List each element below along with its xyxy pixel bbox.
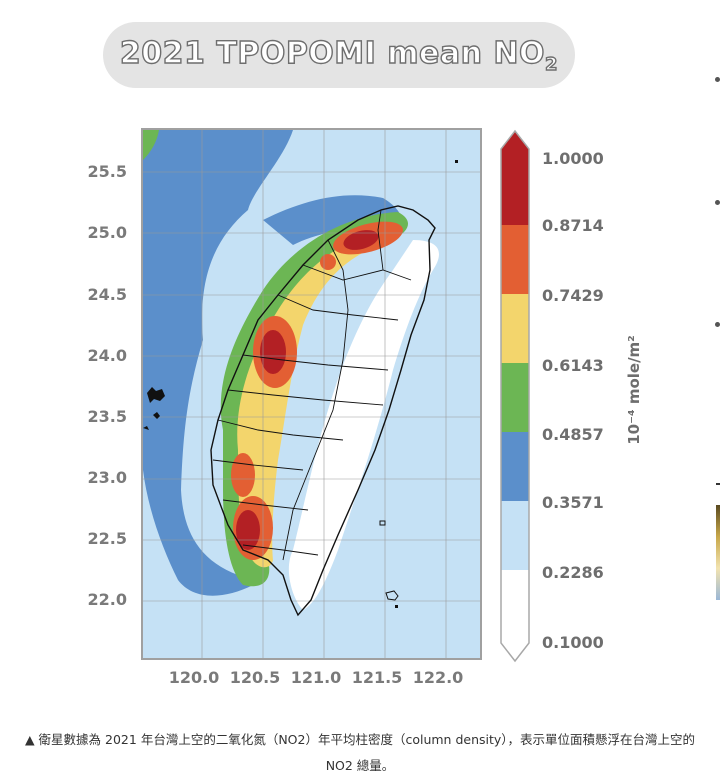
lat-tick-25-5: 25.5 bbox=[87, 162, 127, 181]
green-corner bbox=[143, 130, 159, 160]
lon-tick-122-0: 122.0 bbox=[412, 668, 464, 687]
cropped-edge-mark bbox=[716, 483, 720, 485]
colorbar-tick-0-4857: 0.4857 bbox=[542, 425, 604, 444]
cropped-edge-image bbox=[716, 505, 720, 600]
green-island bbox=[379, 520, 386, 526]
bullet-dot bbox=[715, 322, 720, 327]
lat-tick-24-5: 24.5 bbox=[87, 285, 127, 304]
lon-tick-120-0: 120.0 bbox=[168, 668, 220, 687]
colorbar-segment-3 bbox=[501, 432, 529, 502]
colorbar-segment-1 bbox=[501, 570, 529, 661]
caption-line-1: ▲ 衛星數據為 2021 年台灣上空的二氧化氮（NO2）年平均柱密度（colum… bbox=[24, 732, 696, 747]
lat-tick-25-0: 25.0 bbox=[87, 223, 127, 242]
penghu-islands bbox=[143, 387, 165, 430]
lat-tick-22-0: 22.0 bbox=[87, 590, 127, 609]
red-taipei bbox=[343, 230, 379, 250]
lon-tick-121-5: 121.5 bbox=[351, 668, 403, 687]
colorbar-tick-0-8714: 0.8714 bbox=[542, 216, 604, 235]
colorbar-segment-4 bbox=[501, 363, 529, 433]
lat-tick-23-5: 23.5 bbox=[87, 407, 127, 426]
no2-map-canvas bbox=[143, 130, 480, 658]
map-title: 2021 TPOPOMI mean NO2 bbox=[119, 35, 559, 75]
orange-chiayi bbox=[231, 453, 255, 497]
colorbar-tick-0-6143: 0.6143 bbox=[542, 356, 604, 375]
small-islet-north bbox=[455, 160, 458, 163]
county-boundaries bbox=[212, 209, 412, 561]
no2-map bbox=[141, 128, 482, 660]
colorbar-segment-8 bbox=[501, 131, 529, 227]
colorbar bbox=[500, 129, 530, 663]
yellow-band bbox=[237, 228, 396, 568]
orange-hsinchu bbox=[320, 254, 336, 270]
colorbar-tick-0-7429: 0.7429 bbox=[542, 286, 604, 305]
colorbar-segment-5 bbox=[501, 294, 529, 364]
colorbar-tick-1-0000: 1.0000 bbox=[542, 149, 604, 168]
colorbar-segment-2 bbox=[501, 501, 529, 571]
bullet-dot bbox=[715, 200, 720, 205]
eastern-low-area bbox=[288, 240, 439, 610]
small-islet-south bbox=[395, 605, 398, 608]
taiwan-coastline bbox=[210, 205, 436, 617]
colorbar-tick-0-1000: 0.1000 bbox=[542, 633, 604, 652]
bullet-dot bbox=[715, 77, 720, 82]
lat-tick-24-0: 24.0 bbox=[87, 346, 127, 365]
lat-tick-23-0: 23.0 bbox=[87, 468, 127, 487]
caption-line-2: NO2 總量。 bbox=[325, 758, 395, 773]
lon-tick-121-0: 121.0 bbox=[290, 668, 342, 687]
orchid-island bbox=[385, 590, 399, 601]
colorbar-tick-0-3571: 0.3571 bbox=[542, 493, 604, 512]
graticule bbox=[143, 130, 480, 658]
lon-tick-120-5: 120.5 bbox=[229, 668, 281, 687]
title-banner: 2021 TPOPOMI mean NO2 bbox=[103, 22, 575, 88]
red-taichung bbox=[260, 330, 286, 374]
colorbar-segment-6 bbox=[501, 225, 529, 295]
lat-tick-22-5: 22.5 bbox=[87, 529, 127, 548]
colorbar-unit: 10⁻⁴ mole/m² bbox=[625, 335, 643, 445]
northeast-band bbox=[263, 195, 402, 245]
green-band bbox=[220, 212, 409, 587]
colorbar-outline bbox=[500, 129, 530, 663]
colorbar-tick-0-2286: 0.2286 bbox=[542, 563, 604, 582]
